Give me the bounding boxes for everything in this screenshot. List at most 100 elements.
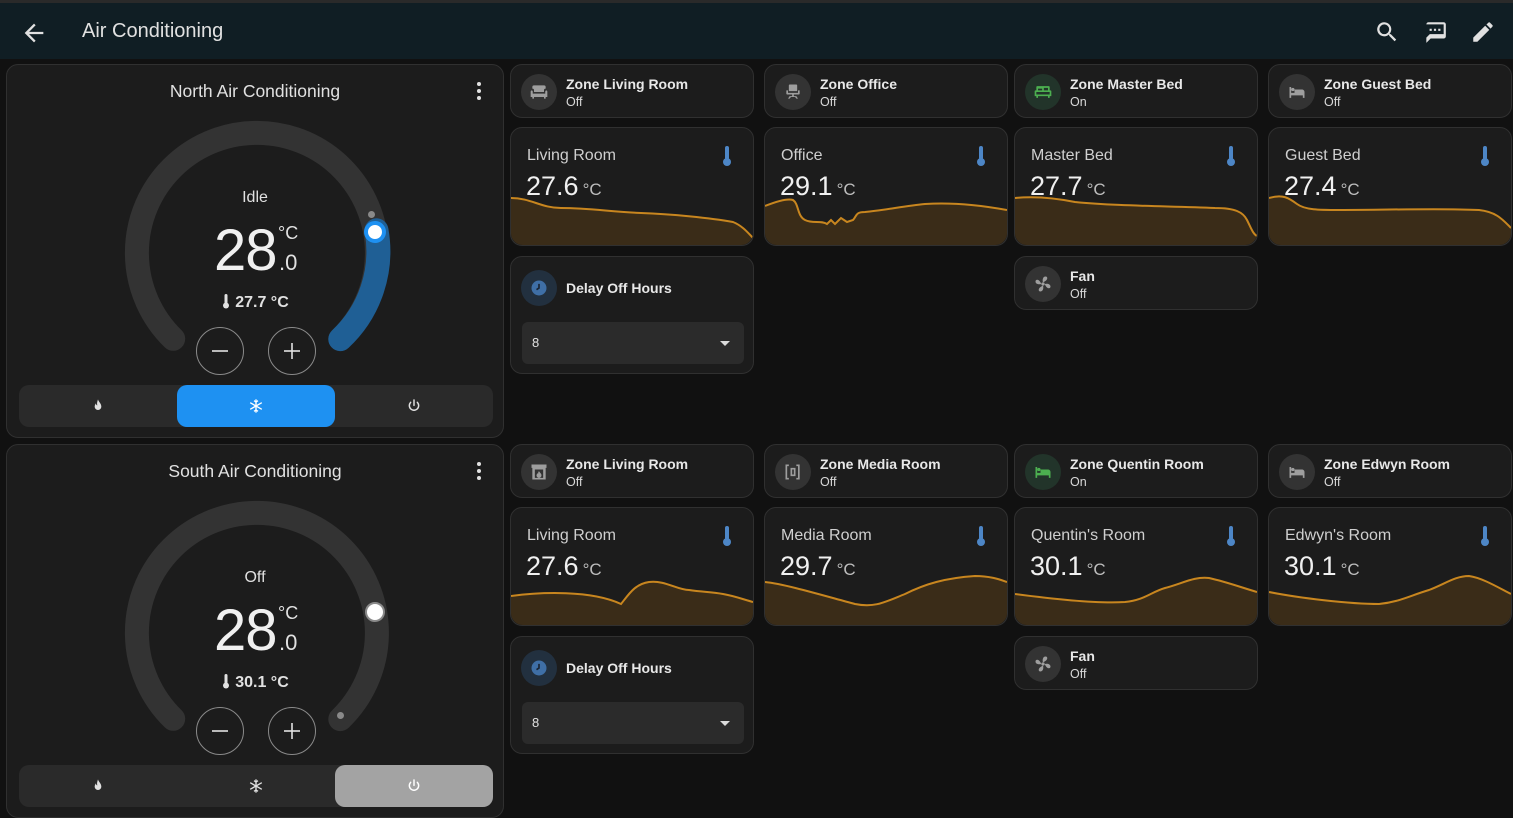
fan-tile-north[interactable]: Fan Off [1014,256,1258,310]
back-arrow-icon[interactable] [20,19,48,47]
zone-state: Off [566,475,583,489]
zone-tile-living-room-north[interactable]: Zone Living Room Off [510,64,754,118]
sensor-card-guest-bed[interactable]: Guest Bed 27.4 °C [1268,127,1512,246]
zone-name: Zone Master Bed [1070,76,1183,92]
sensor-name: Master Bed [1031,147,1113,164]
sensor-value: 29.7 °C [780,551,856,581]
power-icon [408,399,420,411]
fan-state: Off [1070,667,1087,681]
fan-tile-south[interactable]: Fan Off [1014,636,1258,690]
mode-off-button[interactable] [335,765,493,807]
decrease-temp-button[interactable] [196,327,244,375]
zone-tile-guest-bed[interactable]: Zone Guest Bed Off [1268,64,1512,118]
top-app-bar: Air Conditioning [0,0,1513,59]
dial-cool-range [328,218,391,352]
delay-off-card-south: Delay Off Hours 8 [510,636,754,754]
thermometer-icon [1481,146,1489,166]
edit-pencil-icon[interactable] [1470,19,1496,45]
zone-tile-media-room[interactable]: Zone Media Room Off [764,444,1008,498]
sensor-name: Living Room [527,147,616,164]
fan-icon [1035,276,1051,292]
sensor-name: Media Room [781,527,872,544]
page-title: Air Conditioning [82,20,224,42]
thermometer-icon [723,146,731,166]
thermometer-icon [1227,146,1235,166]
thermometer-icon [223,294,230,309]
delay-off-select[interactable]: 8 [522,322,744,364]
zone-state: Off [1324,95,1341,109]
sensor-name: Guest Bed [1285,147,1361,164]
more-options-icon[interactable] [467,459,491,483]
sensor-name: Quentin's Room [1031,527,1146,544]
target-temperature-decimal: .0 [279,630,298,655]
delay-off-select[interactable]: 8 [522,702,744,744]
setpoint-handle [365,602,385,622]
fan-name: Fan [1070,648,1095,664]
bed-double-icon [1034,86,1052,98]
hvac-mode-selector [19,385,493,427]
current-temperature: 30.1 °C [7,673,503,692]
zone-tile-edwyn-room[interactable]: Zone Edwyn Room Off [1268,444,1512,498]
mode-cool-button[interactable] [177,765,335,807]
dropdown-caret-icon [720,721,730,726]
office-chair-icon [786,84,800,99]
temperature-history-graph [1015,576,1257,625]
zone-tile-master-bed[interactable]: Zone Master Bed On [1014,64,1258,118]
hvac-action-label: Idle [242,189,268,206]
mode-heat-button[interactable] [19,765,177,807]
delay-off-value: 8 [532,335,540,350]
zone-tile-living-room-south[interactable]: Zone Living Room Off [510,444,754,498]
minus-icon [212,730,228,732]
thermometer-icon [977,526,985,546]
media-room-icon [785,464,800,480]
temperature-dial[interactable] [105,108,405,408]
sensor-card-living-room-north[interactable]: Living Room 27.6 °C [510,127,754,246]
sensor-value: 27.6 °C [526,551,602,581]
temperature-dial[interactable] [105,488,405,788]
thermometer-icon [977,146,985,166]
sensor-card-edwyn-room[interactable]: Edwyn's Room 30.1 °C [1268,507,1512,626]
mode-off-button[interactable] [335,385,493,427]
plus-icon [284,343,300,359]
sensor-card-quentin-room[interactable]: Quentin's Room 30.1 °C [1014,507,1258,626]
thermostat-title: North Air Conditioning [169,81,341,101]
increase-temp-button[interactable] [268,707,316,755]
clock-icon [531,280,547,296]
current-temperature-value: 27.7 °C [235,294,289,311]
temperature-history-graph [765,574,1007,625]
target-temperature-decimal: .0 [279,250,298,275]
snowflake-icon [249,399,263,413]
current-temp-marker [368,211,375,218]
mode-heat-button[interactable] [19,385,177,427]
zone-state: On [1070,95,1087,109]
decrease-temp-button[interactable] [196,707,244,755]
increase-temp-button[interactable] [268,327,316,375]
target-temperature-unit: °C [278,603,299,623]
delay-off-label: Delay Off Hours [566,280,672,296]
target-temperature-value: 28 [214,598,278,663]
current-temperature: 27.7 °C [7,293,503,312]
delay-off-value: 8 [532,715,540,730]
zone-name: Zone Living Room [566,76,689,92]
bed-icon [1289,467,1305,478]
more-options-icon[interactable] [467,79,491,103]
plus-icon [284,723,300,739]
assist-chat-icon[interactable] [1422,19,1448,45]
sensor-value: 30.1 °C [1030,551,1106,581]
thermostat-title: South Air Conditioning [168,461,342,481]
sensor-card-media-room[interactable]: Media Room 29.7 °C [764,507,1008,626]
dropdown-caret-icon [720,341,730,346]
snowflake-icon [249,779,263,793]
hvac-action-label: Off [244,569,266,586]
sensor-card-master-bed[interactable]: Master Bed 27.7 °C [1014,127,1258,246]
sensor-card-office[interactable]: Office 29.1 °C [764,127,1008,246]
sensor-name: Office [781,147,823,164]
sensor-value: 30.1 °C [1284,551,1360,581]
thermometer-icon [1481,526,1489,546]
zone-tile-office[interactable]: Zone Office Off [764,64,1008,118]
zone-tile-quentin-room[interactable]: Zone Quentin Room On [1014,444,1258,498]
mode-cool-button[interactable] [177,385,335,427]
sensor-card-living-room-south[interactable]: Living Room 27.6 °C [510,507,754,626]
search-icon[interactable] [1374,19,1400,45]
hvac-mode-selector [19,765,493,807]
